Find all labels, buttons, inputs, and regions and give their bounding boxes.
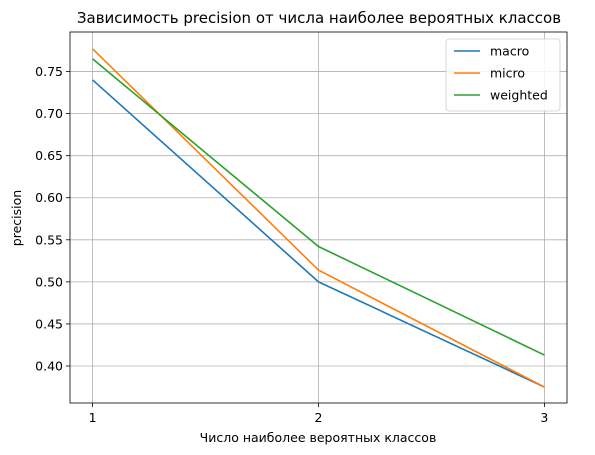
legend: macro micro weighted <box>446 39 560 111</box>
legend-label-macro: macro <box>490 44 529 59</box>
x-tick-label: 2 <box>315 410 323 425</box>
legend-label-micro: micro <box>490 66 525 81</box>
x-axis-label: Число наиболее вероятных классов <box>200 430 437 445</box>
x-tick-label: 1 <box>89 410 97 425</box>
y-tick-label: 0.75 <box>35 64 63 79</box>
x-tick-label: 3 <box>540 410 548 425</box>
y-tick-label: 0.45 <box>35 316 63 331</box>
chart-title: Зависимость precision от числа наиболее … <box>77 9 561 27</box>
y-tick-label: 0.55 <box>35 232 63 247</box>
y-tick-label: 0.60 <box>35 190 63 205</box>
y-tick-label: 0.50 <box>35 274 63 289</box>
y-tick-label: 0.70 <box>35 106 63 121</box>
y-tick-label: 0.40 <box>35 358 63 373</box>
y-axis-label: precision <box>9 190 24 246</box>
y-tick-label: 0.65 <box>35 148 63 163</box>
legend-label-weighted: weighted <box>490 88 548 103</box>
